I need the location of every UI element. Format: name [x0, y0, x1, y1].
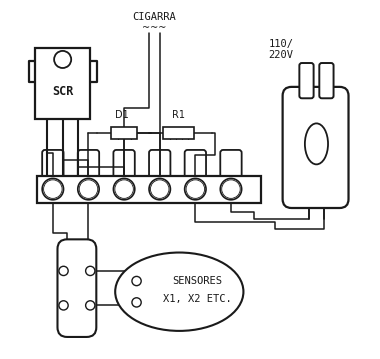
- FancyBboxPatch shape: [42, 150, 63, 179]
- Text: 110/: 110/: [268, 39, 293, 49]
- Text: D1: D1: [116, 109, 129, 120]
- Circle shape: [185, 178, 206, 200]
- Circle shape: [86, 266, 95, 276]
- Text: R1: R1: [172, 109, 185, 120]
- Circle shape: [132, 298, 141, 307]
- Bar: [163, 127, 194, 139]
- Circle shape: [132, 276, 141, 286]
- Text: X1, X2 ETC.: X1, X2 ETC.: [163, 294, 231, 304]
- FancyBboxPatch shape: [185, 150, 206, 179]
- Text: 220V: 220V: [268, 50, 293, 60]
- FancyBboxPatch shape: [149, 150, 170, 179]
- FancyBboxPatch shape: [78, 150, 99, 179]
- FancyBboxPatch shape: [220, 150, 242, 179]
- Circle shape: [54, 51, 71, 68]
- Circle shape: [42, 178, 63, 200]
- Bar: [35, 48, 90, 119]
- Circle shape: [59, 301, 68, 310]
- FancyBboxPatch shape: [319, 63, 334, 98]
- Ellipse shape: [305, 123, 328, 164]
- Ellipse shape: [115, 252, 244, 331]
- FancyBboxPatch shape: [57, 239, 96, 337]
- FancyBboxPatch shape: [283, 87, 348, 208]
- FancyBboxPatch shape: [299, 63, 313, 98]
- Bar: [37, 176, 261, 202]
- Circle shape: [149, 178, 170, 200]
- Text: CIGARRA: CIGARRA: [133, 13, 176, 22]
- Text: ~~~: ~~~: [142, 23, 166, 33]
- Text: SENSORES: SENSORES: [172, 276, 222, 286]
- Circle shape: [59, 266, 68, 276]
- Circle shape: [78, 178, 99, 200]
- FancyBboxPatch shape: [113, 150, 135, 179]
- Text: SCR: SCR: [52, 85, 73, 98]
- Circle shape: [113, 178, 135, 200]
- Bar: [111, 127, 137, 139]
- Circle shape: [220, 178, 242, 200]
- Circle shape: [86, 301, 95, 310]
